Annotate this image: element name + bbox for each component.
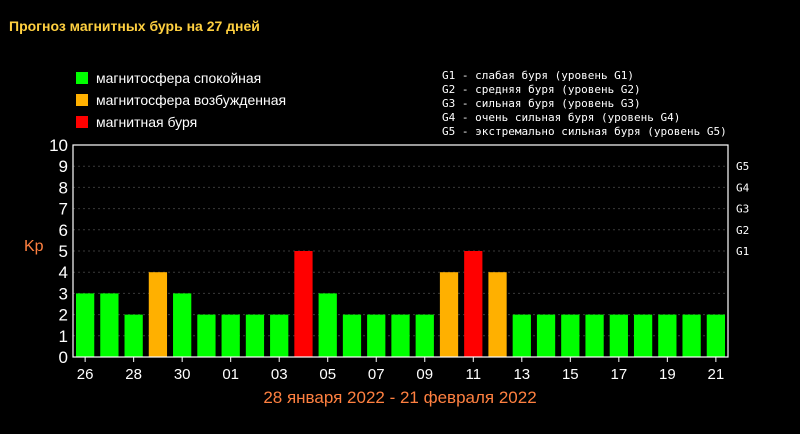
y-tick-label: 1 (59, 327, 68, 346)
kp-bar (100, 293, 119, 357)
kp-bar (173, 293, 192, 357)
legend-swatch-storm (76, 116, 88, 128)
legend-label-active: магнитосфера возбужденная (96, 92, 287, 108)
kp-bar (367, 314, 386, 357)
y-tick-label: 8 (59, 178, 68, 197)
plot-frame (72, 144, 729, 358)
x-tick-label: 17 (610, 366, 627, 383)
kp-bar (585, 314, 604, 357)
y-tick-label: 6 (59, 221, 68, 240)
kp-bar (391, 314, 410, 357)
y-tick-label: 9 (59, 157, 68, 176)
kp-bar (706, 314, 725, 357)
y-tick-label: 10 (49, 136, 68, 155)
legend-swatch-active (76, 94, 88, 106)
g3-note: G3 - сильная буря (уровень G3) (442, 97, 641, 110)
kp-bar (294, 251, 313, 357)
y-tick-label: 5 (59, 242, 68, 261)
x-tick-label: 03 (271, 366, 288, 383)
kp-bar (633, 314, 653, 357)
x-tick-label: 05 (319, 366, 336, 383)
kp-bar (658, 314, 677, 357)
x-tick-label: 09 (416, 366, 433, 383)
g-level-tick: G4 (736, 181, 750, 194)
g2-note: G2 - средняя буря (уровень G2) (442, 83, 641, 96)
y-axis-label: Kp (24, 238, 44, 255)
y-tick-label: 2 (59, 306, 68, 325)
y-tick-label: 7 (59, 200, 68, 219)
legend-label-storm: магнитная буря (96, 114, 198, 130)
x-tick-label: 07 (368, 366, 385, 383)
kp-bar (221, 314, 240, 357)
kp-bar (561, 314, 580, 357)
kp-bar (439, 272, 459, 357)
g1-note: G1 - слабая буря (уровень G1) (442, 69, 635, 82)
kp-bar (536, 314, 556, 357)
x-tick-label: 28 (125, 366, 142, 383)
kp-bar (148, 272, 168, 357)
g-level-tick: G5 (736, 160, 749, 173)
kp-bar (415, 314, 434, 357)
x-tick-label: 19 (659, 366, 676, 383)
kp-bar (245, 314, 265, 357)
y-tick-label: 3 (59, 284, 68, 303)
y-tick-label: 4 (59, 263, 68, 282)
x-tick-label: 13 (513, 366, 530, 383)
g-level-tick: G2 (736, 224, 749, 237)
legend-item-active: магнитосфера возбужденная (76, 92, 286, 108)
chart-title: Прогноз магнитных бурь на 27 дней (9, 18, 260, 34)
kp-bar (488, 272, 507, 357)
kp-bar (197, 314, 216, 357)
x-tick-label: 15 (562, 366, 579, 383)
kp-bar (318, 293, 337, 357)
kp-bar (682, 314, 701, 357)
kp-bar (512, 314, 531, 357)
x-tick-label: 01 (222, 366, 239, 383)
legend-item-quiet: магнитосфера спокойная (76, 70, 261, 86)
legend-swatch-quiet (76, 72, 88, 84)
kp-bar (464, 251, 483, 357)
date-range: 28 января 2022 - 21 февраля 2022 (263, 388, 537, 407)
kp-bar (342, 314, 362, 357)
g4-note: G4 - очень сильная буря (уровень G4) (442, 111, 681, 124)
kp-bar (609, 314, 628, 357)
kp-bar (124, 314, 143, 357)
g5-note: G5 - экстремально сильная буря (уровень … (442, 125, 727, 138)
x-tick-label: 26 (77, 366, 94, 383)
x-tick-label: 30 (174, 366, 191, 383)
x-tick-label: 11 (465, 366, 481, 383)
legend-label-quiet: магнитосфера спокойная (96, 70, 262, 86)
kp-bar (270, 314, 289, 357)
x-tick-label: 21 (708, 366, 725, 383)
kp-bar (76, 293, 95, 357)
legend-item-storm: магнитная буря (76, 114, 197, 130)
y-tick-label: 0 (59, 348, 68, 367)
g-level-tick: G1 (736, 245, 749, 258)
g-level-tick: G3 (736, 203, 749, 216)
